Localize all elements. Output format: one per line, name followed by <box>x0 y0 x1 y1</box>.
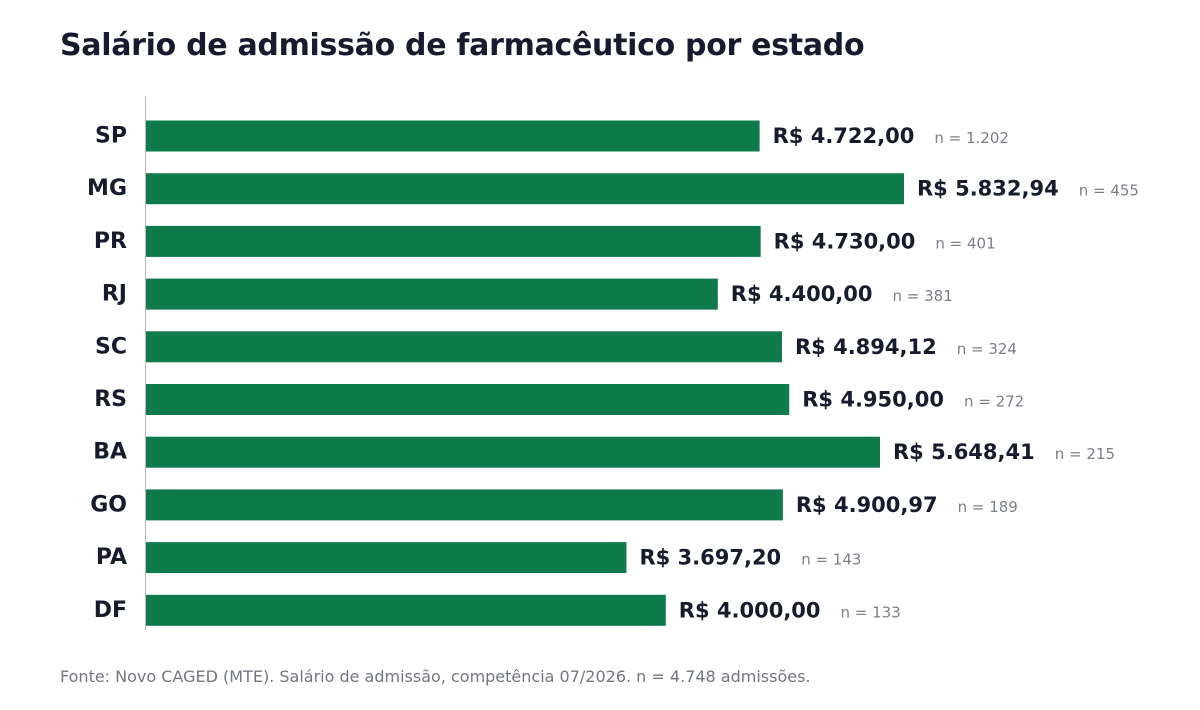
value-label: R$ 5.832,94 <box>917 177 1059 201</box>
category-label: RJ <box>102 282 127 307</box>
value-label: R$ 4.894,12 <box>795 335 937 359</box>
sample-size-label: n = 189 <box>958 498 1018 516</box>
bar-row-sc: SC R$ 4.894,12 n = 324 <box>95 331 1017 363</box>
value-label: R$ 5.648,41 <box>893 440 1035 464</box>
category-label: MG <box>87 176 127 201</box>
value-label: R$ 4.730,00 <box>774 229 916 253</box>
sample-size-label: n = 324 <box>957 340 1017 358</box>
bar <box>146 278 718 310</box>
value-label: R$ 4.400,00 <box>731 282 873 306</box>
sample-size-label: n = 143 <box>801 551 861 569</box>
value-label: R$ 4.722,00 <box>773 124 915 148</box>
bar-row-rs: RS R$ 4.950,00 n = 272 <box>94 384 1024 415</box>
sample-size-label: n = 381 <box>893 287 953 305</box>
bar <box>146 436 881 468</box>
sample-size-label: n = 133 <box>841 603 901 621</box>
bar-row-df: DF R$ 4.000,00 n = 133 <box>94 594 901 626</box>
category-label: RS <box>94 387 127 412</box>
sample-size-label: n = 401 <box>935 234 995 252</box>
bar <box>146 173 904 205</box>
sample-size-label: n = 1.202 <box>934 129 1009 147</box>
value-label: R$ 4.950,00 <box>802 388 944 412</box>
bar <box>146 542 627 574</box>
footnote: Fonte: Novo CAGED (MTE). Salário de admi… <box>60 667 811 686</box>
value-label: R$ 3.697,20 <box>639 546 781 570</box>
chart-title: Salário de admissão de farmacêutico por … <box>60 28 865 63</box>
value-label: R$ 4.900,97 <box>796 493 938 517</box>
category-label: PA <box>96 545 127 570</box>
category-label: PR <box>94 229 127 254</box>
category-label: SP <box>95 124 127 149</box>
category-label: SC <box>95 334 127 359</box>
bar-row-mg: MG R$ 5.832,94 n = 455 <box>87 173 1139 205</box>
bar-row-sp: SP R$ 4.722,00 n = 1.202 <box>95 120 1009 152</box>
category-label: DF <box>94 598 127 623</box>
bar-chart: SP R$ 4.722,00 n = 1.202 MG R$ 5.832,94 n = 4… <box>87 97 1139 630</box>
value-label: R$ 4.000,00 <box>679 598 821 622</box>
bar-row-rj: RJ R$ 4.400,00 n = 381 <box>102 278 953 310</box>
category-label: BA <box>93 440 127 465</box>
bar <box>146 120 760 152</box>
bar <box>146 331 782 363</box>
bar <box>146 489 783 521</box>
bar-row-pr: PR R$ 4.730,00 n = 401 <box>94 225 996 257</box>
bar <box>146 384 790 415</box>
sample-size-label: n = 455 <box>1079 182 1139 200</box>
bar-row-go: GO R$ 4.900,97 n = 189 <box>90 489 1018 521</box>
bars-layer: SP R$ 4.722,00 n = 1.202 MG R$ 5.832,94 n = 4… <box>87 120 1139 626</box>
bar <box>146 225 761 257</box>
bar-row-pa: PA R$ 3.697,20 n = 143 <box>96 542 861 574</box>
bar <box>146 594 666 626</box>
sample-size-label: n = 215 <box>1055 445 1115 463</box>
category-label: GO <box>90 492 127 517</box>
sample-size-label: n = 272 <box>964 393 1024 411</box>
bar-row-ba: BA R$ 5.648,41 n = 215 <box>93 436 1115 468</box>
